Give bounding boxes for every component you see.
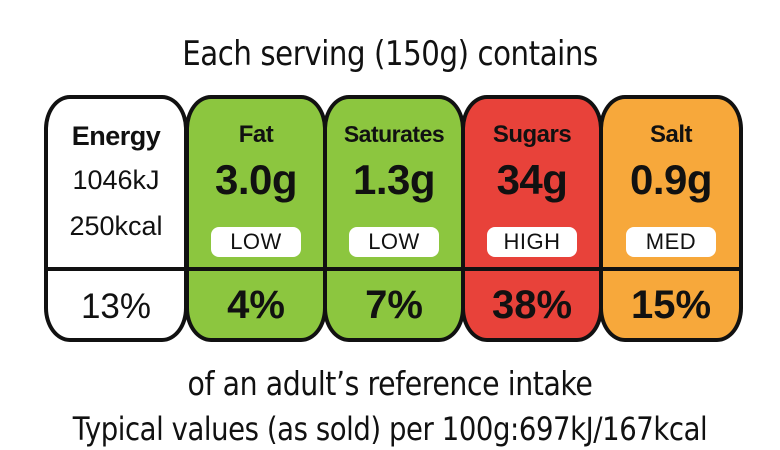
saturates-percent: 7% [365, 283, 423, 327]
panel-divider [327, 267, 461, 271]
fat-percent: 4% [227, 283, 285, 327]
sugars-panel: Sugars 34g HIGH 38% [461, 95, 603, 342]
salt-level-badge: MED [626, 227, 716, 257]
fat-panel: Fat 3.0g LOW 4% [185, 95, 327, 342]
energy-percent: 13% [80, 287, 152, 326]
fat-label: Fat [238, 121, 274, 148]
energy-panel: Energy 1046kJ 250kcal 13% [44, 95, 188, 342]
reference-intake-note: of an adult’s reference intake [187, 364, 593, 403]
saturates-amount: 1.3g [352, 156, 436, 203]
panel-divider [603, 267, 739, 271]
sugars-amount: 34g [496, 156, 568, 203]
energy-kj: 1046kJ [72, 165, 160, 195]
fat-level-badge: LOW [211, 227, 301, 257]
sugars-percent: 38% [491, 283, 573, 327]
label-title: Each serving (150g) contains [182, 34, 598, 74]
salt-panel: Salt 0.9g MED 15% [599, 95, 743, 342]
panel-divider [48, 267, 184, 271]
sugars-label: Sugars [492, 121, 572, 148]
saturates-label: Saturates [343, 121, 445, 147]
panel-divider [465, 267, 599, 271]
salt-percent: 15% [630, 283, 712, 327]
sugars-level-badge: HIGH [487, 227, 577, 257]
saturates-level-badge: LOW [349, 227, 439, 257]
typical-values-note: Typical values (as sold) per 100g:697kJ/… [72, 410, 708, 448]
energy-label: Energy [71, 121, 161, 151]
energy-kcal: 250kcal [69, 211, 163, 241]
panel-divider [189, 267, 323, 271]
fat-amount: 3.0g [214, 156, 298, 203]
salt-label: Salt [649, 121, 693, 148]
salt-amount: 0.9g [629, 156, 713, 203]
saturates-panel: Saturates 1.3g LOW 7% [323, 95, 465, 342]
